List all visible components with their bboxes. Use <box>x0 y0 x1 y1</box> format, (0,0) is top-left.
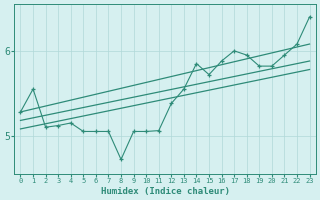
X-axis label: Humidex (Indice chaleur): Humidex (Indice chaleur) <box>100 187 229 196</box>
